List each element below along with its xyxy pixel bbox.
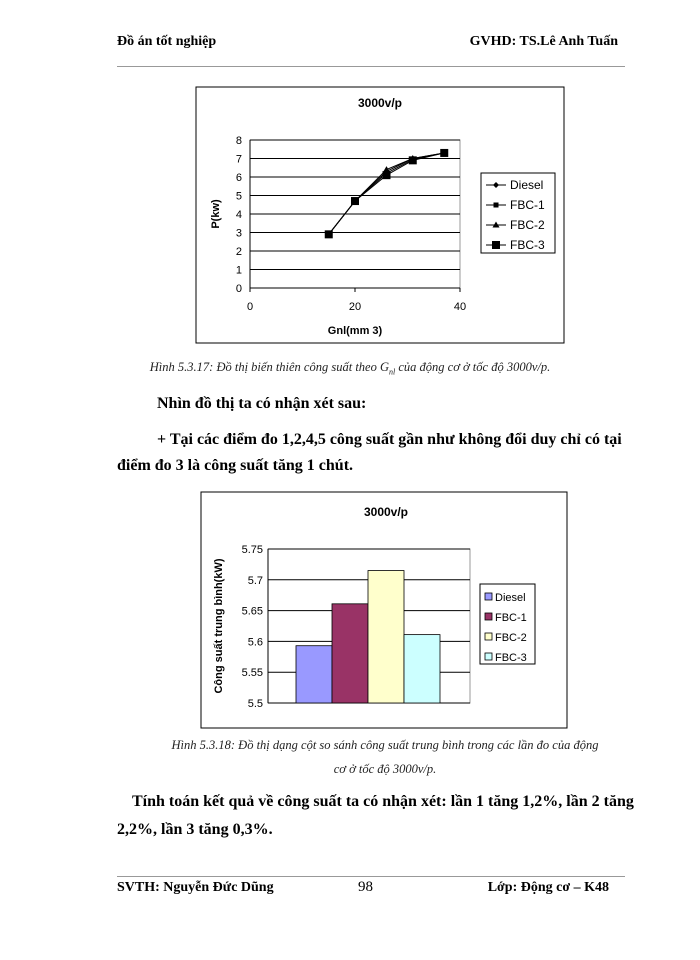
- chart2-ytick-label: 5.5: [248, 698, 263, 710]
- chart2-bar-Diesel: [295, 645, 333, 704]
- chart1-ytick-label: 2: [236, 246, 242, 258]
- chart1-point-FBC-3: [324, 230, 333, 239]
- chart1-legend-marker: [493, 202, 499, 208]
- paragraph-2-line2: điểm đo 3 là công suất tăng 1 chút.: [117, 457, 354, 474]
- chart1-ytick-label: 0: [236, 283, 242, 295]
- chart1-ytick-label: 3: [236, 228, 242, 240]
- chart1-xtick-label: 0: [247, 301, 253, 313]
- chart1-legend: [480, 172, 556, 254]
- chart2-legend-swatch: [484, 652, 493, 661]
- footer-right: Lớp: Động cơ – K48: [487, 880, 609, 895]
- chart2-bar-FBC-2: [367, 570, 405, 704]
- chart1-legend-marker: [492, 221, 500, 228]
- chart2-bar-FBC-1: [331, 603, 369, 704]
- chart2-ytick-label: 5.75: [242, 544, 263, 556]
- chart2-ytick-label: 5.7: [248, 575, 263, 587]
- chart2-y-axis-label: Công suất trung bình(kW): [213, 558, 225, 693]
- chart2-legend-label: FBC-3: [495, 652, 527, 664]
- chart1-legend-label: FBC-2: [510, 218, 545, 232]
- chart2-title: 3000v/p: [364, 505, 408, 519]
- chart2-ytick-label: 5.6: [248, 636, 263, 648]
- caption-subscript: nl: [389, 367, 396, 377]
- chart2-legend-swatch: [484, 612, 493, 621]
- caption-text: Hình 5.3.17: Đồ thị biến thiên công suất…: [149, 360, 380, 374]
- chart1-point-FBC-3: [351, 197, 359, 206]
- chart1-legend-marker: [492, 241, 500, 249]
- chart1-point-FBC-3: [408, 156, 417, 165]
- chart2-ytick-label: 5.65: [242, 606, 263, 618]
- chart1-xtick-label: 40: [454, 301, 466, 313]
- chart1-title: 3000v/p: [358, 96, 402, 110]
- chart1-ytick-label: 1: [236, 265, 242, 277]
- chart1-ytick-label: 7: [236, 154, 242, 166]
- chart1-legend-label: FBC-1: [510, 198, 545, 212]
- chart1-ytick-label: 4: [236, 209, 242, 221]
- chart1-ytick-label: 8: [236, 135, 242, 147]
- figure2-caption-line2: cơ ở tốc độ 3000v/p.: [333, 762, 437, 776]
- figure1-caption: Hình 5.3.17: Đồ thị biến thiên công suất…: [0, 360, 700, 377]
- caption-symbol: G: [379, 360, 389, 374]
- chart2-legend-swatch: [484, 632, 493, 641]
- chart2-ytick-label: 5.55: [242, 667, 263, 679]
- chart2-bar-FBC-3: [403, 634, 441, 704]
- header-left: Đồ án tốt nghiệp: [117, 34, 217, 49]
- chart1-point-FBC-3: [382, 171, 391, 180]
- figure2-caption-line1: Hình 5.3.18: Đồ thị dạng cột so sánh côn…: [171, 738, 599, 752]
- chart1-ytick-label: 5: [236, 191, 242, 203]
- chart2-legend-swatch: [484, 592, 493, 601]
- chart2-legend-label: FBC-2: [495, 632, 527, 644]
- chart1-y-axis-label: P(kw): [210, 199, 222, 229]
- chart1-point-FBC-3: [440, 148, 449, 157]
- footer-left: SVTH: Nguyễn Đức Dũng: [117, 880, 274, 895]
- chart1-x-axis-label: Gnl(mm 3): [328, 325, 383, 337]
- chart1-point-FBC-2: [383, 166, 390, 173]
- paragraph-3-line2: 2,2%, lần 3 tăng 0,3%.: [117, 821, 273, 838]
- header-right: GVHD: TS.Lê Anh Tuấn: [469, 34, 618, 49]
- chart2-legend-label: Diesel: [495, 592, 526, 604]
- chart1-xtick-label: 20: [349, 301, 361, 313]
- chart2-legend-label: FBC-1: [495, 612, 527, 624]
- footer-rule: [117, 876, 625, 877]
- header-rule: [117, 66, 625, 67]
- paragraph-3-line1: Tính toán kết quả về công suất ta có nhậ…: [132, 793, 634, 810]
- chart1-legend-label: Diesel: [510, 178, 543, 192]
- chart1-legend-marker: [493, 182, 499, 188]
- paragraph-2-line1: + Tại các điểm đo 1,2,4,5 công suất gần …: [157, 431, 622, 448]
- chart1-ytick-label: 6: [236, 172, 242, 184]
- paragraph-1: Nhìn đồ thị ta có nhận xét sau:: [157, 395, 367, 412]
- caption-text: của động cơ ở tốc độ 3000v/p.: [395, 360, 551, 374]
- page-number: 98: [358, 879, 373, 895]
- chart1-legend-label: FBC-3: [510, 238, 545, 252]
